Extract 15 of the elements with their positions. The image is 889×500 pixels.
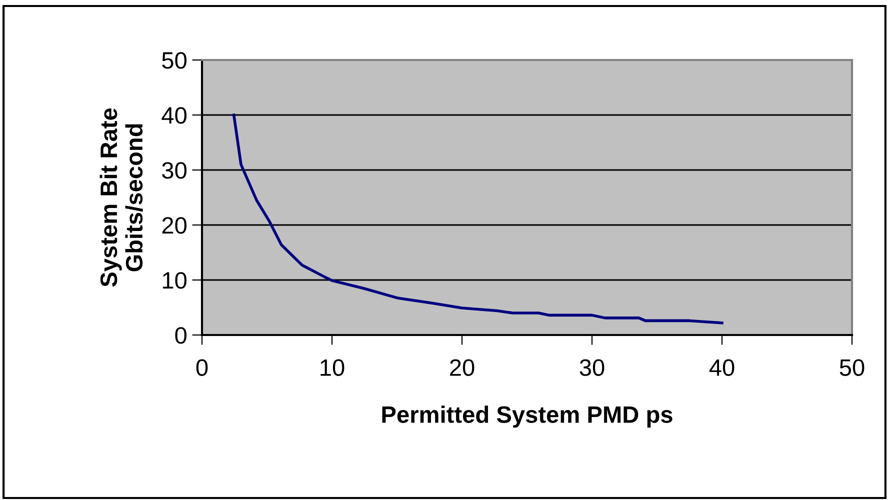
y-tick-label: 50 (162, 52, 186, 69)
x-tick-label: 10 (320, 359, 344, 376)
y-tick-label: 20 (162, 217, 186, 234)
x-tick-label: 30 (580, 359, 604, 376)
x-tick-label: 0 (196, 359, 208, 376)
y-tick-label: 40 (162, 107, 186, 124)
x-axis-title: Permitted System PMD ps (382, 406, 672, 428)
y-tick-label: 30 (162, 162, 186, 179)
x-tick-label: 50 (840, 359, 864, 376)
x-tick-label: 40 (709, 359, 734, 376)
line-series (232, 114, 724, 324)
x-tick-label: 20 (450, 359, 474, 376)
y-tick-label: 10 (162, 272, 186, 289)
y-axis-title: System Bit Rate Gbits/second (100, 108, 143, 287)
y-tick-label: 0 (175, 327, 186, 344)
